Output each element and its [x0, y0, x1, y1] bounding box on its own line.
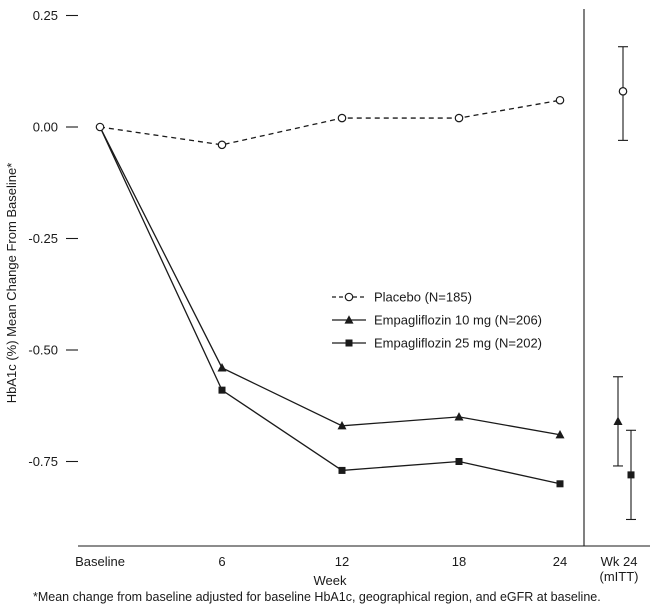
chart-footnote: *Mean change from baseline adjusted for …: [33, 590, 601, 604]
y-tick-label: 0.00: [33, 120, 58, 135]
data-point-marker: [338, 466, 346, 474]
data-point-marker: [455, 458, 463, 465]
data-point-marker: [337, 113, 347, 123]
wk24-mean-marker: [627, 471, 635, 479]
data-point-marker: [337, 421, 347, 430]
legend-marker: [345, 339, 353, 347]
axes: [66, 9, 650, 547]
legend-marker: [344, 315, 354, 324]
data-point-marker: [95, 122, 105, 132]
data-point-marker: [555, 95, 565, 105]
legend-label: Placebo (N=185): [374, 290, 472, 305]
y-tick-label: -0.25: [28, 231, 58, 246]
series-line: [99, 99, 561, 146]
legend-label: Empagliflozin 10 mg (N=206): [374, 313, 542, 328]
data-point-marker: [454, 412, 464, 421]
wk24-sublabel: (mITT): [600, 569, 639, 584]
legend-marker: [344, 292, 354, 302]
series-placebo-n-185: [95, 46, 628, 150]
x-axis-title: Week: [314, 573, 347, 588]
data-point-marker: [218, 386, 226, 394]
data-point-marker: [454, 113, 464, 123]
y-tick-label: -0.75: [28, 454, 58, 469]
x-tick-label: Baseline: [75, 554, 125, 569]
y-axis-title: HbA1c (%) Mean Change From Baseline*: [4, 163, 19, 404]
wk24-mean-marker: [618, 87, 628, 96]
data-point-marker: [217, 140, 227, 150]
wk24-label: Wk 24: [601, 554, 638, 569]
series-line: [99, 126, 561, 485]
x-tick-label: 12: [335, 554, 349, 569]
x-tick-label: 24: [553, 554, 567, 569]
data-point-marker: [556, 480, 564, 488]
x-tick-label: 18: [452, 554, 466, 569]
y-tick-label: 0.25: [33, 8, 58, 23]
x-tick-label: 6: [218, 554, 225, 569]
hba1c-line-chart: 0.25 0.00 -0.25 -0.50 -0.75 Baseline 6 12 18 24 Wk…: [4, 8, 650, 588]
series-empagliflozin-25-mg-n-202: [99, 126, 636, 521]
data-point-marker: [217, 363, 227, 372]
y-tick-label: -0.50: [28, 343, 58, 358]
series-empagliflozin-10-mg-n-206: [99, 126, 623, 467]
legend: [332, 292, 366, 347]
data-point-marker: [555, 429, 565, 439]
series-line: [99, 126, 561, 436]
legend-label: Empagliflozin 25 mg (N=202): [374, 336, 542, 351]
wk24-mean-marker: [613, 416, 623, 425]
